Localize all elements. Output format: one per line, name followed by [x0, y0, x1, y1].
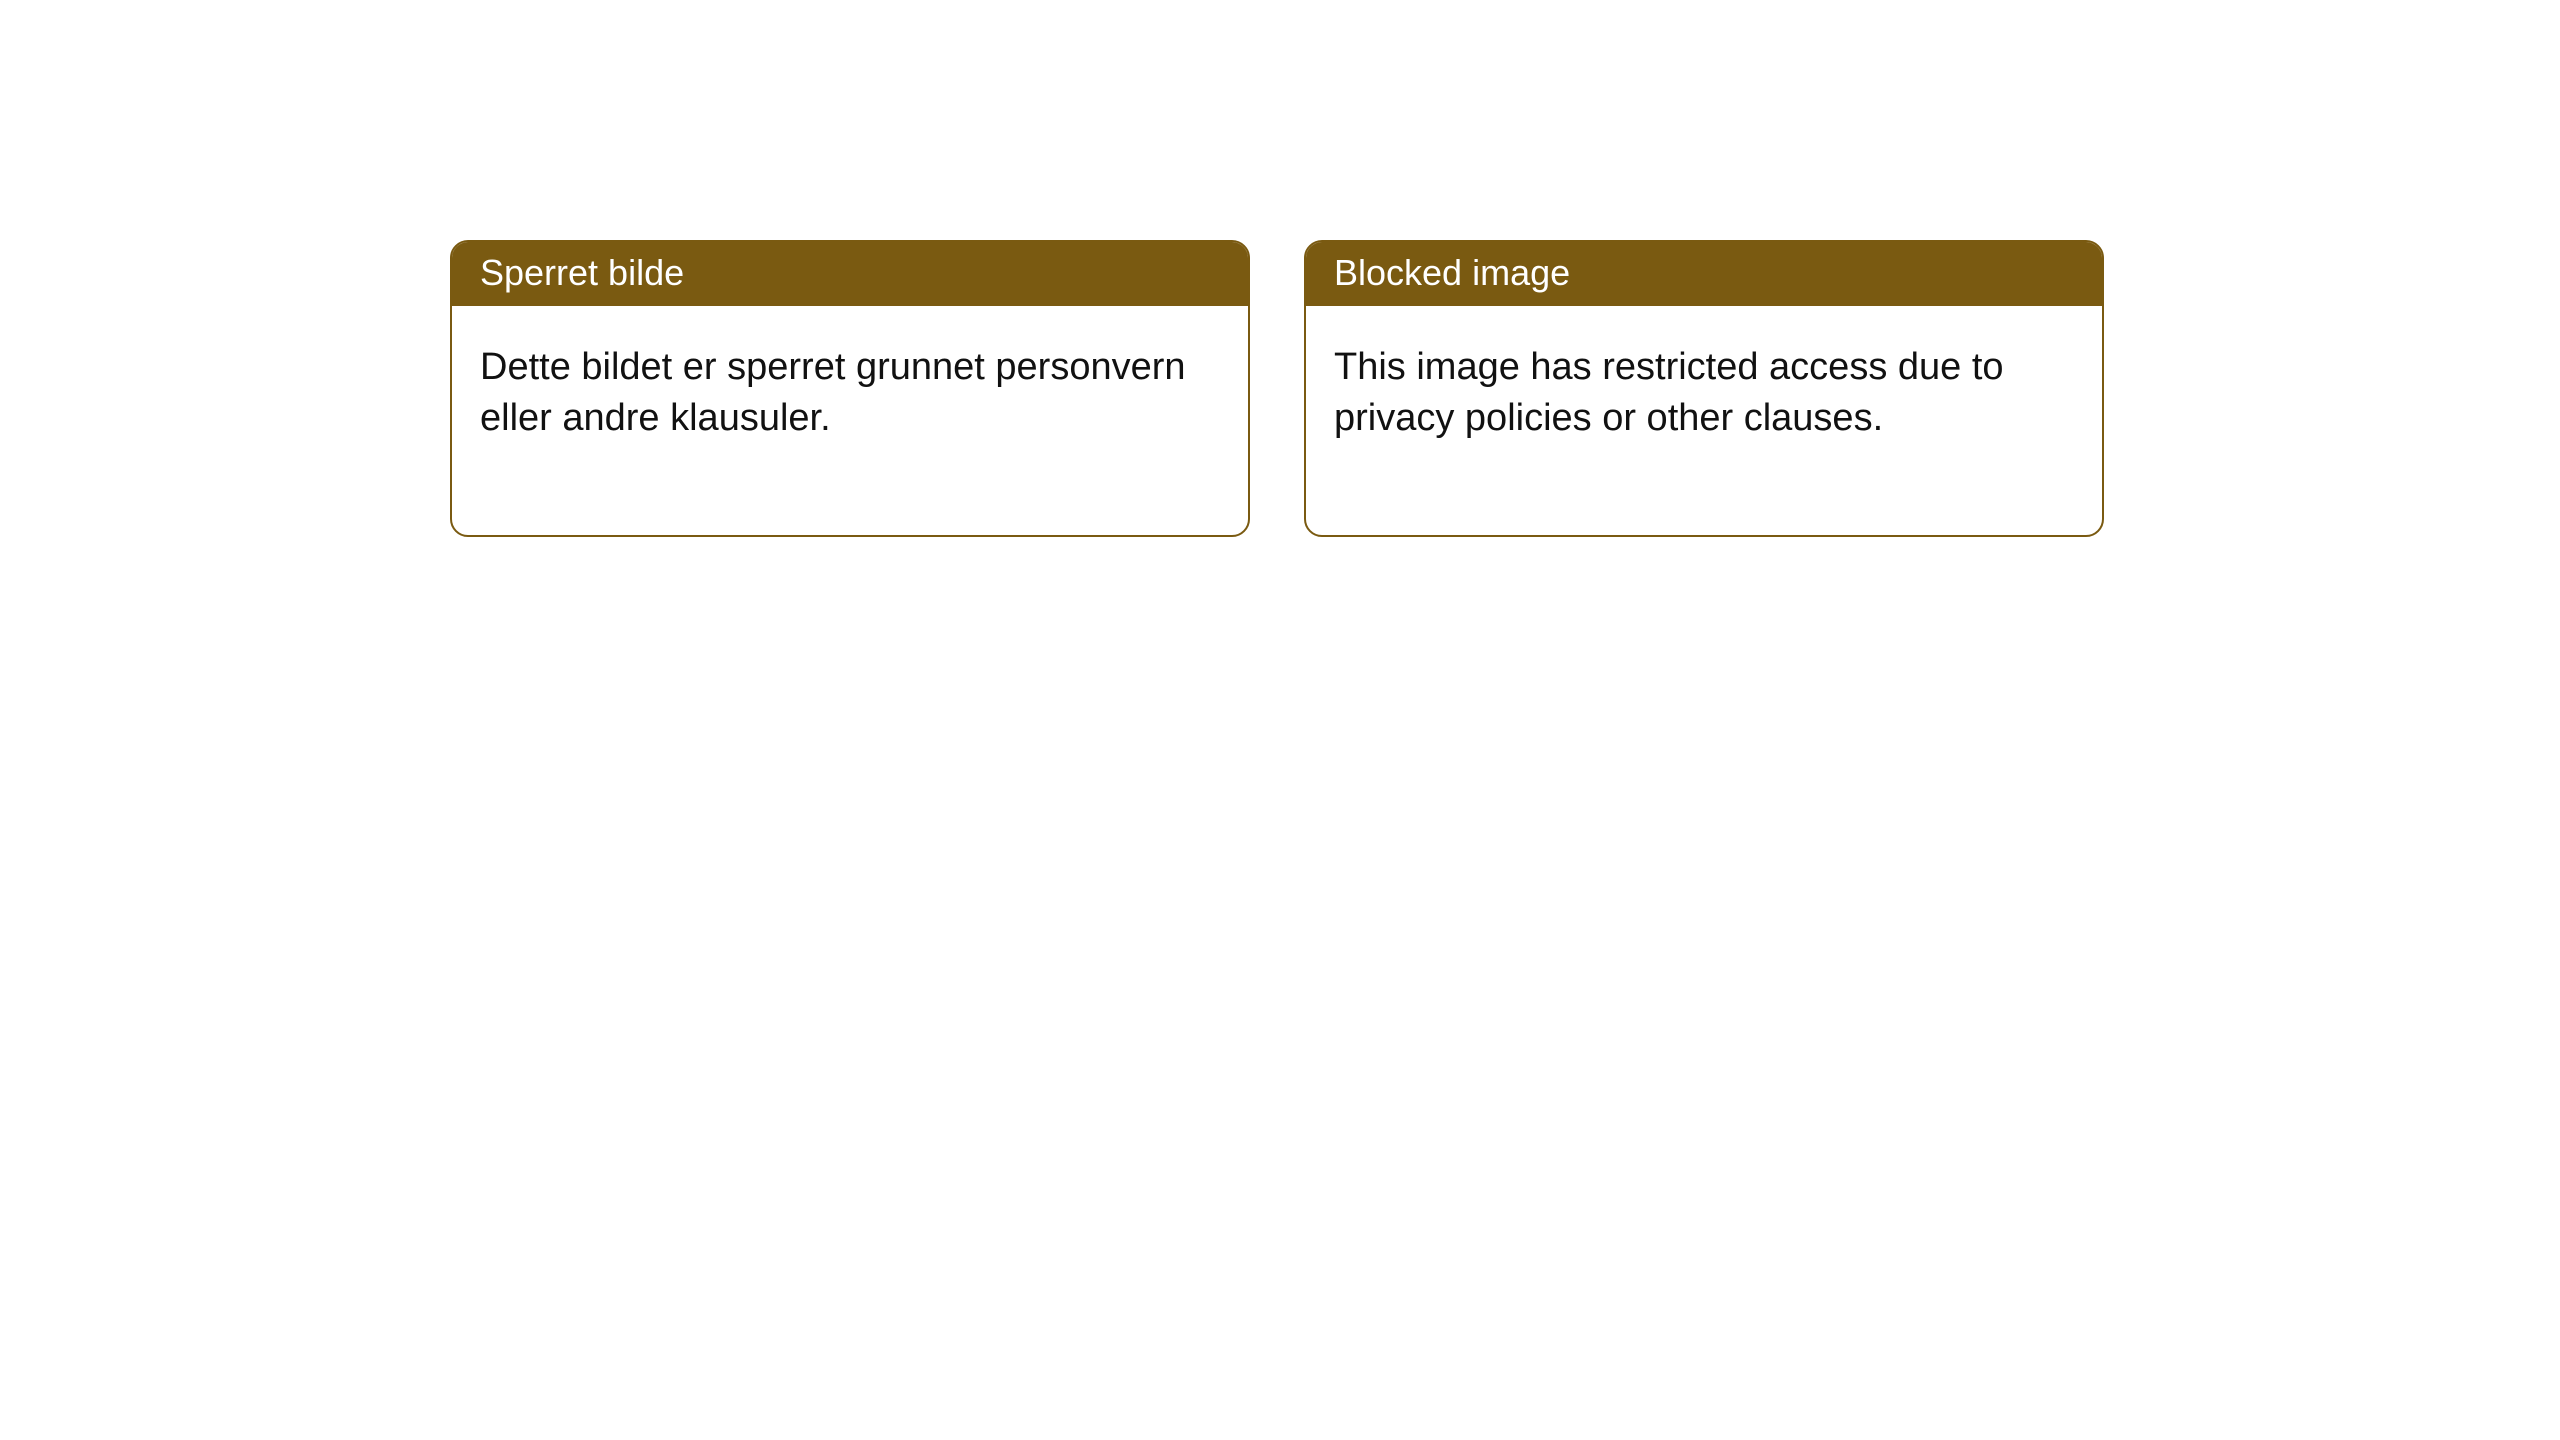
notice-container: Sperret bilde Dette bildet er sperret gr…: [0, 0, 2560, 537]
blocked-image-card-no: Sperret bilde Dette bildet er sperret gr…: [450, 240, 1250, 537]
card-message: This image has restricted access due to …: [1334, 346, 2004, 439]
card-header: Sperret bilde: [452, 242, 1248, 306]
card-message: Dette bildet er sperret grunnet personve…: [480, 346, 1186, 439]
card-body: This image has restricted access due to …: [1306, 306, 2102, 535]
card-title: Blocked image: [1334, 252, 1570, 293]
blocked-image-card-en: Blocked image This image has restricted …: [1304, 240, 2104, 537]
card-header: Blocked image: [1306, 242, 2102, 306]
card-title: Sperret bilde: [480, 252, 684, 293]
card-body: Dette bildet er sperret grunnet personve…: [452, 306, 1248, 535]
